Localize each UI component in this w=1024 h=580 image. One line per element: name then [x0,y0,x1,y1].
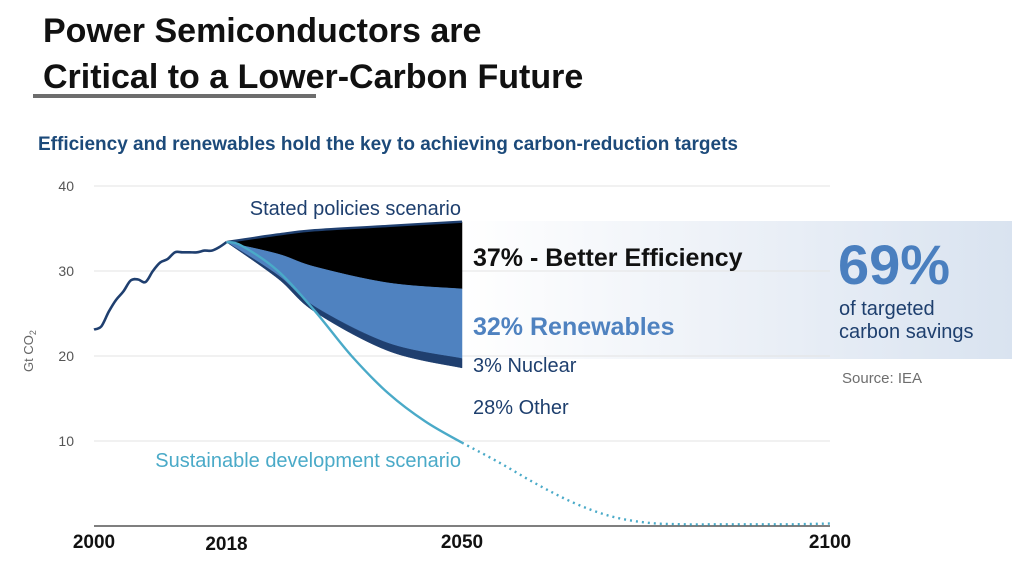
title-underline [33,94,316,98]
title-line-1: Power Semiconductors are [43,12,482,50]
savings-caption-line-1: of targeted [839,298,935,320]
y-tick-label: 30 [58,263,74,279]
x-tick-label: 2100 [809,532,851,553]
title-line-2: Critical to a Lower-Carbon Future [43,58,584,96]
stated-policies-label: Stated policies scenario [250,198,461,220]
sustainable-development-line [226,240,463,444]
x-tick-label: 2050 [441,532,483,553]
nuclear-wedge [226,241,463,369]
y-tick-label: 10 [58,433,74,449]
x-tick-label: 2000 [73,532,115,553]
y-tick-label: 40 [58,178,74,194]
y-axis-label: Gt CO2 [21,330,38,372]
savings-caption-line-2: carbon savings [839,321,974,343]
slide-subtitle: Efficiency and renewables hold the key t… [38,134,739,155]
savings-panel [462,221,1012,359]
historical-emissions-line [93,241,228,331]
stated-policies-line [226,220,463,244]
savings-percent: 69% [838,233,951,296]
nuclear-label: 3% Nuclear [473,355,577,377]
slide-title: Power Semiconductors are Critical to a L… [43,8,583,100]
y-tick-label: 20 [58,348,74,364]
other-label: 28% Other [473,397,569,419]
efficiency-label: 37% - Better Efficiency [473,244,743,272]
source-note: Source: IEA [842,370,923,387]
label-layer: Stated policies scenario Sustainable deve… [155,198,742,472]
sustainable-development-projection [461,441,831,526]
renewables-label: 32% Renewables [473,313,675,341]
line-layer [93,220,831,526]
x-tick-label: 2018 [205,534,247,555]
savings-caption: of targeted carbon savings [839,298,974,344]
sustainable-development-label: Sustainable development scenario [155,450,461,472]
tick-layer: 10 20 30 40 Gt CO2 2000 2018 2050 2100 [21,178,851,555]
